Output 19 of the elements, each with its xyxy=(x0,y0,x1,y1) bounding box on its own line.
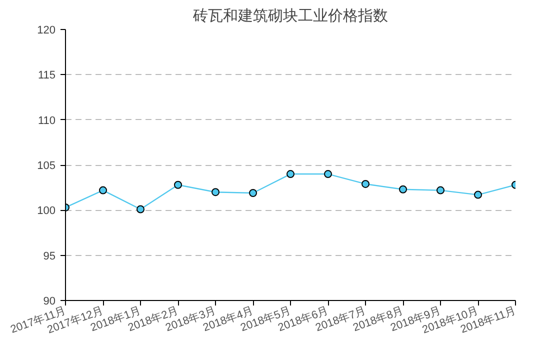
point xyxy=(174,180,182,189)
point xyxy=(324,170,332,178)
y-tick-label: 120 xyxy=(37,24,56,36)
y-tick-label: 105 xyxy=(37,160,56,172)
chart-title: 砖瓦和建筑砌块工业价格指数 xyxy=(192,8,388,24)
y-tick-label: 100 xyxy=(37,205,56,218)
point xyxy=(399,185,407,194)
point xyxy=(436,186,444,194)
y-tick-label: 90 xyxy=(43,296,56,308)
point xyxy=(136,205,144,214)
point xyxy=(212,188,220,196)
y-tick-label: 110 xyxy=(38,114,56,127)
point xyxy=(99,186,107,194)
point xyxy=(362,180,370,188)
point xyxy=(249,189,257,197)
y-tick-label: 115 xyxy=(38,70,56,82)
point xyxy=(286,170,294,178)
point xyxy=(474,190,482,199)
y-tick-label: 95 xyxy=(43,250,56,262)
